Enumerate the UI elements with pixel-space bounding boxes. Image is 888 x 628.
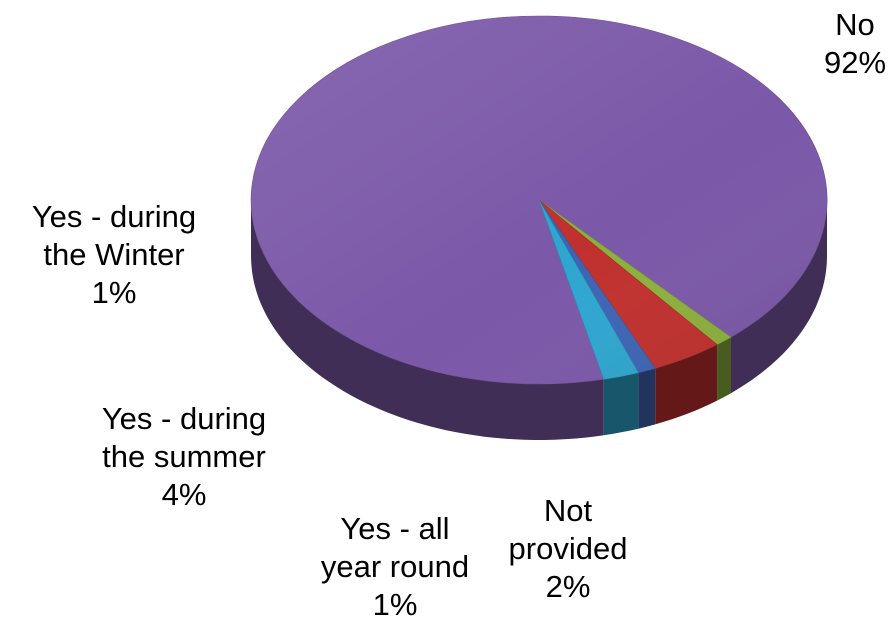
label-yes-all-year-line1: Yes - all — [340, 511, 450, 546]
label-yes-winter: Yes - during the Winter 1% — [4, 198, 224, 311]
pie-slice-side-1 — [717, 337, 731, 401]
label-yes-winter-line2: the Winter — [43, 236, 185, 272]
pie-slice-side-0 — [251, 197, 604, 440]
label-yes-summer: Yes - during the summer 4% — [74, 400, 294, 513]
label-yes-all-year-line2: year round — [320, 548, 470, 584]
pie-top-sheen — [251, 16, 827, 384]
label-yes-summer-line2: the summer — [102, 438, 266, 474]
pie-slice-side-3 — [638, 368, 656, 429]
label-yes-all-year-value: 1% — [372, 586, 418, 622]
label-not-provided-value: 2% — [545, 568, 591, 604]
label-not-provided-line2: provided — [508, 530, 628, 566]
label-yes-all-year: Yes - all year round 1% — [300, 510, 490, 623]
pie-slice-side-2 — [655, 344, 718, 425]
label-yes-winter-line1: Yes - during — [31, 199, 197, 234]
pie-slice-side-0 — [731, 201, 827, 394]
label-no-line1: No — [835, 7, 875, 42]
pie-slice-side-4 — [603, 372, 639, 436]
label-not-provided-line1: Not — [543, 493, 593, 528]
label-yes-summer-line1: Yes - during — [101, 401, 267, 436]
pie-sides — [251, 197, 827, 440]
label-no: No 92% — [800, 6, 888, 82]
label-yes-summer-value: 4% — [161, 476, 207, 512]
pie-tops — [250, 15, 828, 385]
label-not-provided: Not provided 2% — [488, 492, 648, 605]
label-yes-winter-value: 1% — [91, 274, 137, 310]
label-no-value: 92% — [823, 44, 887, 80]
